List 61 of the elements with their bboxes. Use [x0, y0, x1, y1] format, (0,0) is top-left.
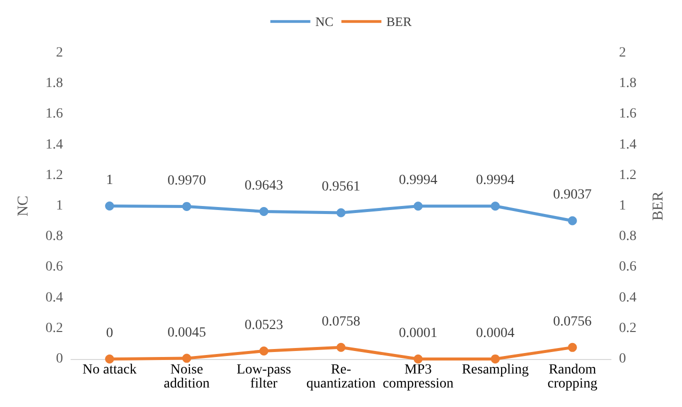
point [490, 202, 500, 211]
y-axis-title: NC [16, 196, 32, 216]
point [259, 346, 268, 356]
y-tick-label: 0.2 [46, 320, 63, 336]
data-label: 0.9643 [244, 178, 284, 194]
point [490, 354, 500, 364]
point [414, 202, 423, 211]
y-tick-label: 1.6 [46, 106, 63, 122]
y2-tick-label: 1.2 [619, 168, 636, 183]
data-label: 1 [106, 173, 114, 188]
y2-tick-label: 1.4 [619, 137, 636, 152]
x-tick-label: Random cropping [548, 362, 598, 392]
y-tick-label: 0 [56, 352, 63, 366]
x-tick-label: Resampling [462, 362, 529, 378]
x-tick-label: Re-quantization [306, 362, 376, 392]
y-tick-label: 1 [56, 198, 63, 214]
x-tick-label: Noise addition [164, 362, 210, 392]
y-tick-label: 0.8 [46, 229, 63, 244]
legend-label: NC [315, 14, 334, 29]
data-label: 0.9037 [553, 188, 592, 203]
data-label: 0.9994 [476, 173, 515, 188]
y-tick-label: 2 [56, 46, 63, 60]
y2-tick-label: 1.6 [619, 106, 636, 122]
point [336, 208, 346, 218]
point [105, 354, 114, 364]
data-label: 0 [106, 326, 114, 341]
y-tick-label: 1.2 [46, 168, 63, 183]
x-tick-label: Low-pass filter [236, 362, 292, 392]
data-label: 0.0004 [476, 326, 515, 341]
y-tick-label: 1.4 [46, 137, 63, 152]
point [259, 206, 268, 216]
data-label: 0.0523 [244, 318, 284, 333]
y2-tick-label: 1.8 [619, 76, 636, 92]
data-label: 0.9970 [167, 173, 206, 188]
y2-tick-label: 0.8 [619, 229, 636, 244]
point [105, 202, 114, 210]
y-tick-label: 1.8 [46, 76, 63, 92]
y2-tick-label: 2 [619, 46, 626, 60]
data-label: 0.0001 [398, 326, 438, 341]
y2-tick-label: 0 [619, 352, 626, 366]
point [568, 216, 577, 226]
point [182, 202, 192, 211]
data-label: 0.0758 [322, 314, 360, 330]
data-label: 0.9994 [398, 173, 438, 188]
y-tick-label: 0.6 [46, 260, 63, 275]
point [568, 342, 577, 352]
data-label: 0.9561 [322, 180, 360, 195]
point [182, 354, 192, 363]
legend-label: BER [386, 14, 412, 29]
y-tick-label: 0.4 [46, 290, 63, 306]
y2-tick-label: 0.6 [619, 260, 636, 275]
data-label: 0.0045 [167, 325, 206, 340]
data-label: 0.0756 [553, 314, 592, 330]
y2-tick-label: 1 [619, 198, 626, 214]
y2-axis-title: BER [650, 191, 666, 221]
point [336, 342, 346, 352]
y2-tick-label: 0.2 [619, 320, 636, 336]
x-tick-label: MP3 compression [382, 362, 454, 392]
y2-tick-label: 0.4 [619, 290, 636, 306]
point [414, 354, 423, 364]
x-tick-label: No attack [82, 362, 137, 378]
